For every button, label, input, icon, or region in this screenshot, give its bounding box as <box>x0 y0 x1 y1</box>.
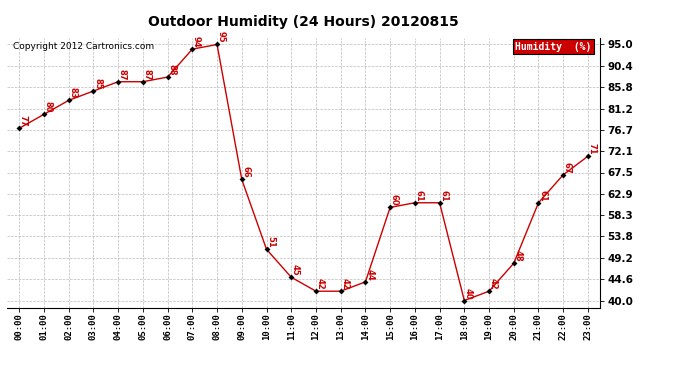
Text: 95: 95 <box>217 32 226 43</box>
Text: 61: 61 <box>538 190 547 201</box>
Text: 66: 66 <box>241 166 250 178</box>
Text: 87: 87 <box>143 69 152 80</box>
Text: 42: 42 <box>489 278 497 290</box>
Text: 51: 51 <box>266 236 275 248</box>
Text: 77: 77 <box>19 116 28 127</box>
Text: 88: 88 <box>167 64 176 76</box>
Text: 67: 67 <box>563 162 572 174</box>
Text: 40: 40 <box>464 288 473 299</box>
Text: Copyright 2012 Cartronics.com: Copyright 2012 Cartronics.com <box>13 42 154 51</box>
Text: 71: 71 <box>588 143 597 155</box>
Text: 61: 61 <box>440 190 449 201</box>
Text: 80: 80 <box>43 101 52 113</box>
Text: Outdoor Humidity (24 Hours) 20120815: Outdoor Humidity (24 Hours) 20120815 <box>148 15 459 29</box>
Text: Humidity  (%): Humidity (%) <box>515 42 591 52</box>
Text: 87: 87 <box>118 69 127 80</box>
Text: 42: 42 <box>315 278 324 290</box>
Text: 85: 85 <box>93 78 102 90</box>
Text: 44: 44 <box>365 269 374 280</box>
Text: 48: 48 <box>513 250 522 262</box>
Text: 94: 94 <box>192 36 201 48</box>
Text: 45: 45 <box>291 264 300 276</box>
Text: 60: 60 <box>390 194 399 206</box>
Text: 83: 83 <box>68 87 77 99</box>
Text: 42: 42 <box>340 278 349 290</box>
Text: 61: 61 <box>415 190 424 201</box>
